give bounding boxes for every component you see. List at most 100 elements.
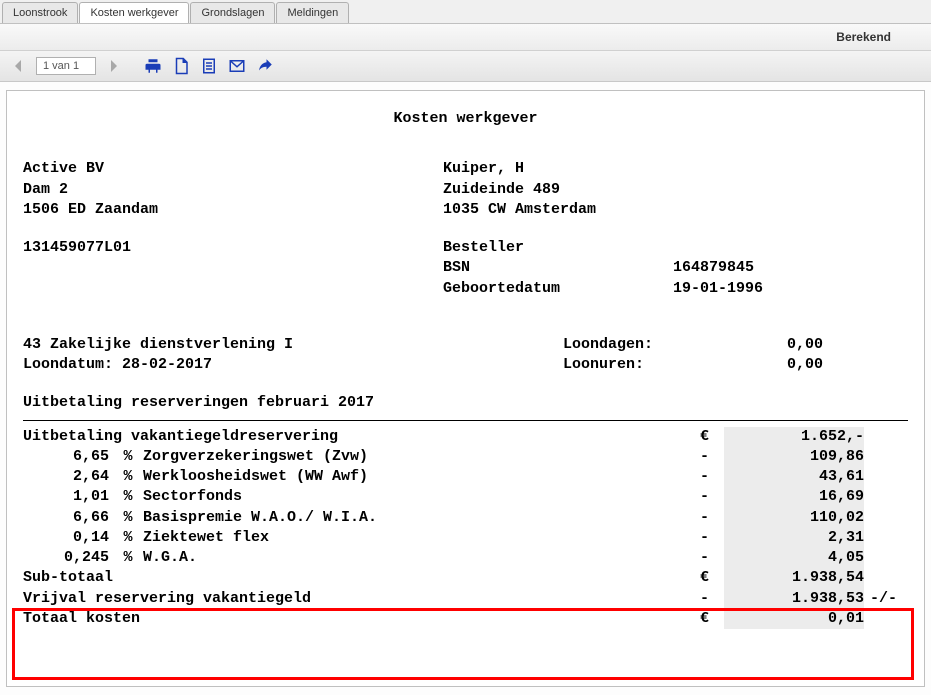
prev-page-button[interactable] bbox=[8, 55, 30, 77]
line-desc: W.G.A. bbox=[143, 548, 700, 568]
line-currency: - bbox=[700, 508, 724, 528]
divider bbox=[23, 420, 908, 421]
line-amount: 4,05 bbox=[724, 548, 864, 568]
loondatum-row: Loondatum: 28-02-2017 Loonuren: 0,00 bbox=[23, 355, 908, 375]
pdf-icon bbox=[172, 57, 190, 75]
line-item: 0,14 % Ziektewet flex - 2,31 bbox=[23, 528, 908, 548]
total-row-totaal: Totaal kosten € 0,01 bbox=[23, 609, 908, 629]
line-pct: % bbox=[113, 447, 143, 467]
line-rate: 0,14 bbox=[23, 528, 113, 548]
envelope-icon bbox=[228, 57, 246, 75]
line-item: 6,65 % Zorgverzekeringswet (Zvw) - 109,8… bbox=[23, 447, 908, 467]
line-pct: % bbox=[113, 548, 143, 568]
line-pct: % bbox=[113, 487, 143, 507]
email-button[interactable] bbox=[226, 55, 248, 77]
line-currency: - bbox=[700, 548, 724, 568]
line-desc: Zorgverzekeringswet (Zvw) bbox=[143, 447, 700, 467]
total-row-vrijval: Vrijval reservering vakantiegeld - 1.938… bbox=[23, 589, 908, 609]
export-pdf-button[interactable] bbox=[170, 55, 192, 77]
next-page-button[interactable] bbox=[102, 55, 124, 77]
share-button[interactable] bbox=[254, 55, 276, 77]
line-amount: 2,31 bbox=[724, 528, 864, 548]
line-amount: 43,61 bbox=[724, 467, 864, 487]
export-doc-button[interactable] bbox=[198, 55, 220, 77]
line-item: 0,245 % W.G.A. - 4,05 bbox=[23, 548, 908, 568]
company-address: Active BV Dam 2 1506 ED Zaandam bbox=[23, 159, 443, 220]
line-item: 2,64 % Werkloosheidswet (WW Awf) - 43,61 bbox=[23, 467, 908, 487]
total-amount: 1.938,54 bbox=[724, 568, 864, 588]
document-icon bbox=[200, 57, 218, 75]
total-sign: -/- bbox=[864, 589, 908, 609]
line-amount: 110,02 bbox=[724, 508, 864, 528]
printer-icon bbox=[144, 57, 162, 75]
sector-text: 43 Zakelijke dienstverlening I bbox=[23, 335, 563, 355]
line-currency: - bbox=[700, 487, 724, 507]
line-rate: 6,65 bbox=[23, 447, 113, 467]
loondagen-value: 0,00 bbox=[703, 335, 823, 355]
company-code: 131459077L01 bbox=[23, 238, 443, 258]
bsn-label: BSN bbox=[443, 258, 673, 278]
arrow-left-icon bbox=[11, 58, 27, 74]
dob-label: Geboortedatum bbox=[443, 279, 673, 299]
line-amount: 109,86 bbox=[724, 447, 864, 467]
line-rate: 1,01 bbox=[23, 487, 113, 507]
line-item: Uitbetaling vakantiegeldreservering € 1.… bbox=[23, 427, 908, 447]
line-rate: 0,245 bbox=[23, 548, 113, 568]
toolbar: 1 van 1 bbox=[0, 51, 931, 82]
line-currency: - bbox=[700, 447, 724, 467]
status-bar: Berekend bbox=[0, 24, 931, 51]
total-desc: Totaal kosten bbox=[23, 609, 700, 629]
total-row-subtotal: Sub-totaal € 1.938,54 bbox=[23, 568, 908, 588]
document-title: Kosten werkgever bbox=[23, 109, 908, 129]
print-button[interactable] bbox=[142, 55, 164, 77]
loondagen-label: Loondagen: bbox=[563, 335, 703, 355]
document: Kosten werkgever Active BV Dam 2 1506 ED… bbox=[6, 90, 925, 687]
line-desc: Ziektewet flex bbox=[143, 528, 700, 548]
tab-kosten-werkgever[interactable]: Kosten werkgever bbox=[79, 2, 189, 23]
total-currency: € bbox=[700, 609, 724, 629]
line-pct: % bbox=[113, 467, 143, 487]
company-name: Active BV bbox=[23, 159, 443, 179]
id-block: 131459077L01 Besteller BSN 164879845 Geb… bbox=[23, 238, 908, 299]
page-indicator: 1 van 1 bbox=[36, 57, 96, 75]
line-rate: 6,66 bbox=[23, 508, 113, 528]
line-amount: 1.652,- bbox=[724, 427, 864, 447]
total-desc: Vrijval reservering vakantiegeld bbox=[23, 589, 700, 609]
employee-address: Kuiper, H Zuideinde 489 1035 CW Amsterda… bbox=[443, 159, 908, 220]
sector-row: 43 Zakelijke dienstverlening I Loondagen… bbox=[23, 335, 908, 355]
loondatum-label: Loondatum: bbox=[23, 356, 113, 373]
period-heading: Uitbetaling reserveringen februari 2017 bbox=[23, 393, 908, 413]
line-amount: 16,69 bbox=[724, 487, 864, 507]
line-desc: Uitbetaling vakantiegeldreservering bbox=[23, 427, 700, 447]
arrow-right-icon bbox=[105, 58, 121, 74]
status-text: Berekend bbox=[836, 30, 891, 44]
bsn-value: 164879845 bbox=[673, 258, 754, 278]
address-block: Active BV Dam 2 1506 ED Zaandam Kuiper, … bbox=[23, 159, 908, 220]
share-icon bbox=[256, 57, 274, 75]
line-item: 6,66 % Basispremie W.A.O./ W.I.A. - 110,… bbox=[23, 508, 908, 528]
line-item: 1,01 % Sectorfonds - 16,69 bbox=[23, 487, 908, 507]
employee-name: Kuiper, H bbox=[443, 159, 908, 179]
line-rate: 2,64 bbox=[23, 467, 113, 487]
dob-value: 19-01-1996 bbox=[673, 279, 763, 299]
line-pct: % bbox=[113, 508, 143, 528]
tab-loonstrook[interactable]: Loonstrook bbox=[2, 2, 78, 23]
total-amount: 0,01 bbox=[724, 609, 864, 629]
line-desc: Basispremie W.A.O./ W.I.A. bbox=[143, 508, 700, 528]
employee-street: Zuideinde 489 bbox=[443, 180, 908, 200]
total-desc: Sub-totaal bbox=[23, 568, 700, 588]
tab-meldingen[interactable]: Meldingen bbox=[276, 2, 349, 23]
document-pane: Kosten werkgever Active BV Dam 2 1506 ED… bbox=[0, 82, 931, 695]
tab-bar: Loonstrook Kosten werkgever Grondslagen … bbox=[0, 0, 931, 24]
total-currency: - bbox=[700, 589, 724, 609]
tab-grondslagen[interactable]: Grondslagen bbox=[190, 2, 275, 23]
employee-city: 1035 CW Amsterdam bbox=[443, 200, 908, 220]
line-currency: - bbox=[700, 467, 724, 487]
employee-role: Besteller bbox=[443, 238, 908, 258]
total-amount: 1.938,53 bbox=[724, 589, 864, 609]
line-currency: - bbox=[700, 528, 724, 548]
total-currency: € bbox=[700, 568, 724, 588]
line-currency: € bbox=[700, 427, 724, 447]
loonuren-label: Loonuren: bbox=[563, 355, 703, 375]
company-city: 1506 ED Zaandam bbox=[23, 200, 443, 220]
